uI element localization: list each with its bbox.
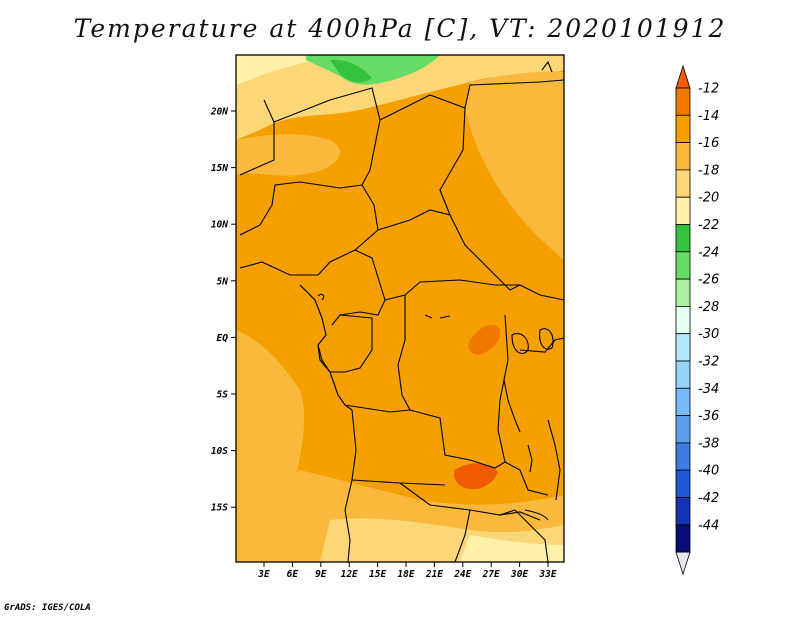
lon-tick-label: 21E (425, 569, 443, 580)
colorbar-label: -34 (698, 382, 719, 397)
lat-tick-label: EQ (217, 333, 229, 344)
lon-tick-label: 24E (453, 569, 471, 580)
colorbar-swatch (675, 114, 691, 144)
colorbar-swatch (675, 415, 691, 444)
colorbar-label: -28 (698, 300, 719, 315)
lon-tick-label: 3E (257, 569, 270, 580)
lat-tick-label: 20N (210, 107, 228, 118)
colorbar-swatch (675, 169, 691, 198)
lat-tick-label: 10S (211, 446, 228, 457)
lon-tick-label: 15E (369, 569, 386, 580)
lon-tick-label: 27E (482, 569, 500, 580)
lon-tick-label: 18E (397, 569, 414, 580)
latitude-ticks: 20N 15N 10N 5N EQ 5S 10S 15S (210, 107, 236, 514)
lon-tick-label: 12E (341, 569, 358, 580)
lat-tick-label: 15N (211, 163, 228, 174)
lon-tick-label: 9E (315, 569, 327, 580)
colorbar-label: -24 (698, 245, 719, 260)
longitude-ticks: 3E 6E 9E 12E 15E 18E 21E 24E 27E 30E 33E (257, 562, 557, 580)
colorbar-label: -44 (698, 518, 719, 533)
colorbar-swatch (675, 305, 691, 335)
lakes (317, 60, 554, 521)
colorbar-label: -36 (698, 409, 719, 424)
colorbar-swatch (675, 360, 691, 389)
colorbar-label: -12 (698, 82, 719, 97)
colorbar-label: -30 (698, 327, 719, 342)
colorbar: -12 -14 -16 -18 -20 -22 -24 -26 -28 -30 -32 -34 -36 -… (675, 64, 719, 576)
map-frame (235, 54, 565, 563)
map-title: Temperature at 400hPa [C], VT: 202010191… (73, 14, 727, 43)
lat-tick-label: 10N (211, 220, 228, 231)
colorbar-label: -20 (698, 191, 719, 206)
colorbar-label: -18 (698, 163, 719, 178)
colorbar-label: -38 (698, 436, 719, 451)
colorbar-swatch (675, 87, 691, 116)
colorbar-swatch (675, 524, 691, 553)
temperature-field (236, 55, 564, 562)
lon-tick-label: 6E (287, 569, 299, 580)
colorbar-label: -42 (698, 491, 719, 506)
colorbar-top-arrow (675, 64, 691, 89)
footer-credit: GrADS: IGES/COLA (4, 603, 91, 613)
colorbar-swatch (675, 333, 691, 362)
lon-tick-label: 33E (538, 569, 556, 580)
colorbar-swatch (675, 442, 691, 471)
colorbar-label: -16 (698, 136, 719, 151)
colorbar-swatch (675, 469, 691, 498)
colorbar-swatch (675, 142, 691, 171)
colorbar-swatch (675, 196, 691, 225)
colorbar-swatch (675, 224, 691, 253)
coastline (299, 284, 353, 411)
colorbar-label: -26 (698, 273, 719, 288)
lat-tick-label: 5S (217, 390, 229, 401)
colorbar-bottom-arrow (675, 551, 691, 576)
country-borders (239, 79, 564, 562)
colorbar-label: -14 (698, 109, 719, 124)
lon-tick-label: 30E (510, 569, 528, 580)
colorbar-swatch (675, 251, 691, 280)
colorbar-label: -22 (698, 218, 719, 233)
colorbar-label: -32 (698, 355, 719, 370)
colorbar-swatch (675, 387, 691, 416)
lat-tick-label: 15S (211, 503, 228, 514)
lat-tick-label: 5N (217, 276, 229, 287)
colorbar-label: -40 (698, 464, 719, 479)
colorbar-swatch (675, 497, 691, 526)
colorbar-swatch (675, 278, 691, 307)
